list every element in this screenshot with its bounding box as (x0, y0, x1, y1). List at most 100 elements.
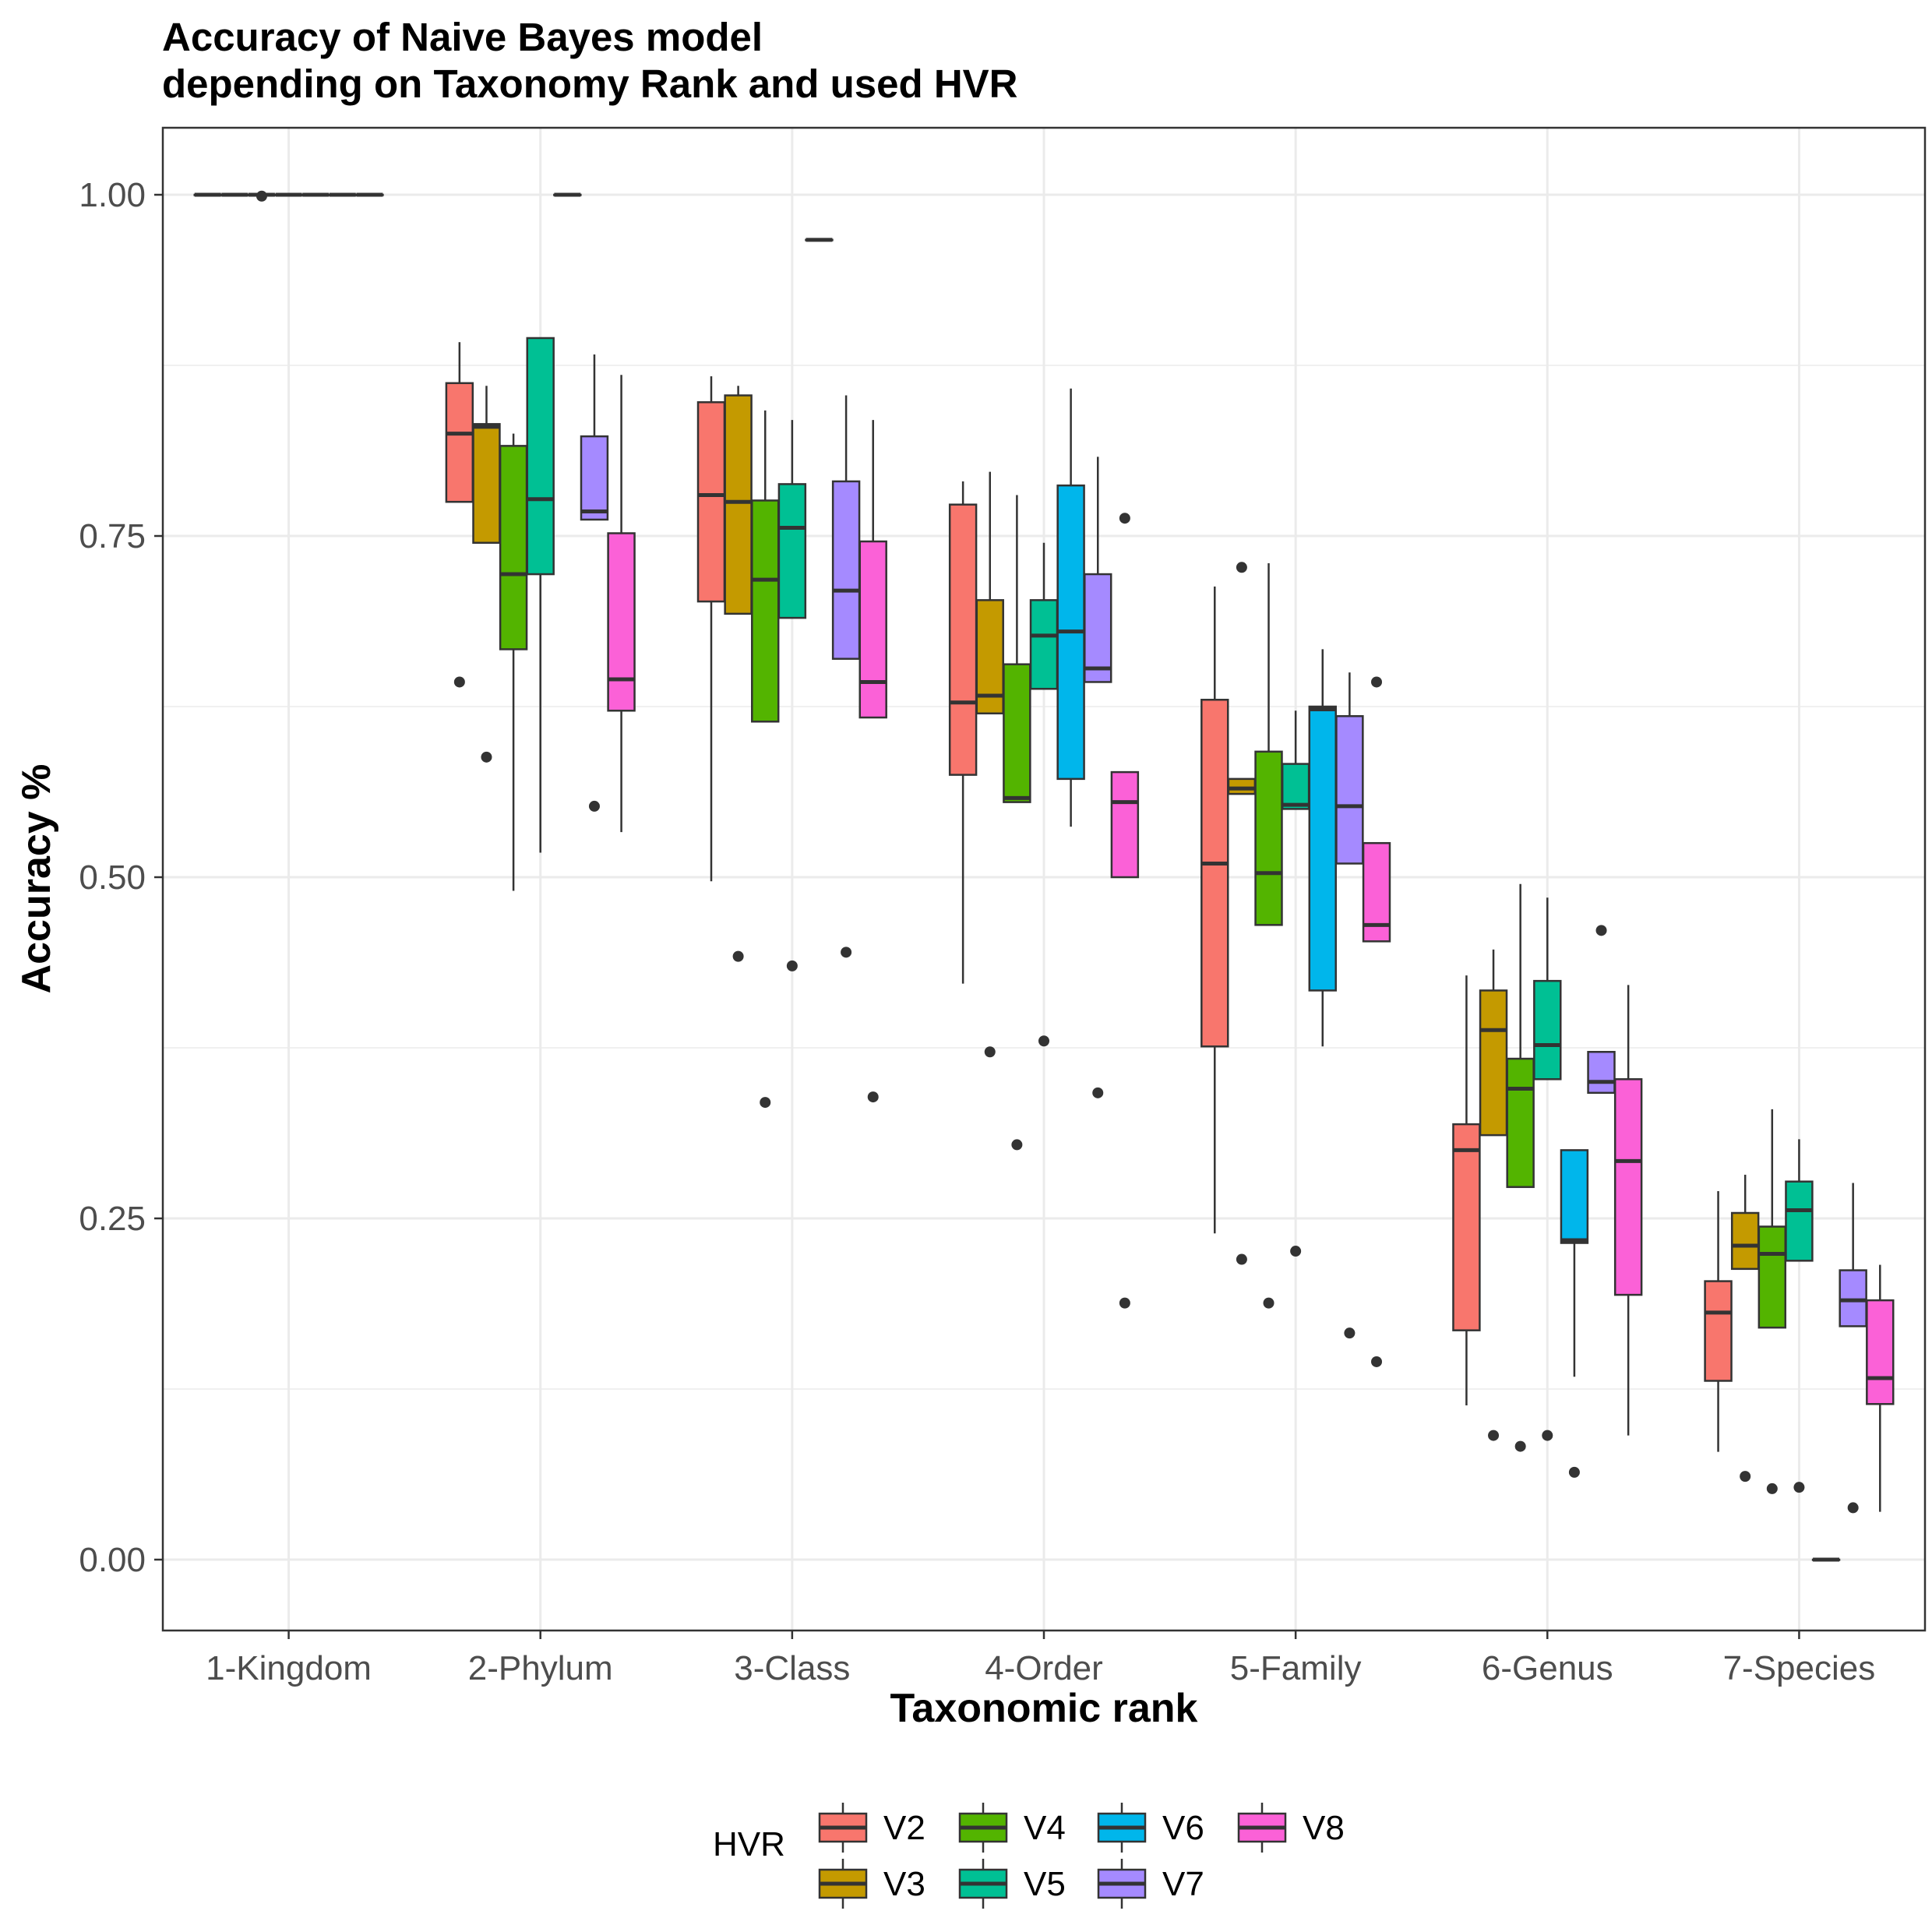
legend-label: V3 (883, 1865, 925, 1903)
box-body (1227, 777, 1257, 795)
x-tick-label: 6-Genus (1482, 1649, 1613, 1687)
x-axis: 1-Kingdom 2-Phylum 3-Class 4-Order 5-Family 6… (206, 1631, 1875, 1687)
box-v3-1 (220, 192, 249, 197)
legend-title: HVR (713, 1825, 785, 1863)
box-body (1506, 1057, 1535, 1188)
box-outlier (1119, 513, 1130, 524)
box-body (1785, 1180, 1814, 1262)
box-body (1757, 1225, 1787, 1329)
major-gridlines (163, 128, 1925, 1631)
legend-item-v6: V6 (1097, 1803, 1204, 1853)
box-outlier (1371, 676, 1383, 688)
legend-label: V7 (1162, 1865, 1204, 1903)
box-series (193, 190, 1895, 1562)
box-body (1587, 1051, 1616, 1095)
x-tick-label: 1-Kingdom (206, 1649, 372, 1687)
box-v5-3 (777, 420, 807, 971)
box-outlier (1847, 1502, 1859, 1514)
chart-title-line-2: depending on Taxonomy Rank and used HVR (162, 62, 1018, 106)
box-v2-1 (193, 192, 222, 197)
box-body (580, 435, 609, 521)
box-outlier (453, 676, 465, 688)
box-outlier (1344, 1327, 1356, 1339)
y-tick-label: 0.25 (79, 1200, 146, 1238)
box-body (1730, 1211, 1760, 1271)
box-body (1084, 573, 1112, 683)
box-body (1308, 705, 1337, 992)
box-v8-1 (355, 192, 384, 197)
box-outlier (984, 1046, 996, 1058)
legend-label: V2 (883, 1809, 925, 1847)
box-body (607, 532, 636, 712)
legend: HVR V2 V3 V4 V5 V6 V7 V8 (713, 1803, 1345, 1909)
y-axis-title: Accuracy % (14, 764, 59, 994)
box-body (499, 445, 528, 650)
box-body (445, 382, 474, 503)
legend-item-v7: V7 (1097, 1859, 1204, 1909)
box-body (1866, 1299, 1895, 1405)
box-v7-3 (831, 395, 861, 958)
box-body (1281, 763, 1310, 810)
box-v7-2 (580, 354, 609, 812)
box-v7-1 (328, 192, 358, 197)
box-v6-6 (1560, 1149, 1589, 1478)
box-body (472, 423, 501, 545)
y-tick-label: 0.50 (79, 858, 146, 897)
box-v8-5 (1362, 676, 1391, 1367)
box-outlier (588, 800, 600, 812)
legend-label: V8 (1303, 1809, 1345, 1847)
box-v7-5 (1335, 672, 1364, 1339)
box-v4-5 (1254, 563, 1283, 1309)
box-outlier (1038, 1035, 1049, 1047)
legend-item-v4: V4 (958, 1803, 1066, 1853)
legend-item-v2: V2 (818, 1803, 925, 1853)
box-v8-4 (1110, 513, 1140, 1309)
box-v6-5 (1308, 649, 1337, 1047)
legend-label: V4 (1024, 1809, 1066, 1847)
box-v5-6 (1533, 897, 1562, 1441)
x-tick-label: 2-Phylum (468, 1649, 613, 1687)
box-v3-7 (1730, 1174, 1760, 1482)
box-body (1704, 1280, 1733, 1382)
y-tick-label: 0.75 (79, 517, 146, 555)
box-outlier (1542, 1430, 1553, 1441)
box-body (1335, 715, 1364, 865)
box-outlier (1236, 1253, 1247, 1265)
y-tick-label: 1.00 (79, 176, 146, 214)
box-body (948, 503, 978, 776)
box-v5-7 (1785, 1139, 1814, 1493)
box-v6-1 (301, 192, 330, 197)
box-outlier (1011, 1139, 1023, 1151)
box-outlier (760, 1097, 771, 1109)
chart-title: Accuracy of Naive Bayes model depending … (162, 14, 1018, 108)
x-tick-label: 7-Species (1723, 1649, 1876, 1687)
box-outlier (732, 950, 744, 962)
box-outlier (1290, 1246, 1302, 1257)
box-body (1452, 1123, 1481, 1331)
box-outlier (1740, 1471, 1751, 1482)
box-v7-7 (1839, 1183, 1867, 1514)
box-outlier (1595, 925, 1607, 936)
box-v7-4 (1084, 457, 1112, 1098)
box-body (1613, 1078, 1643, 1296)
box-v5-2 (526, 337, 555, 853)
legend-item-v8: V8 (1237, 1803, 1345, 1853)
x-tick-label: 3-Class (734, 1649, 850, 1687)
chart-title-line-1: Accuracy of Naive Bayes model (162, 15, 763, 59)
box-v8-7 (1866, 1264, 1895, 1512)
box-body (1479, 989, 1508, 1137)
box-v2-5 (1200, 586, 1229, 1234)
box-v6-4 (1056, 388, 1085, 827)
box-outlier (1488, 1430, 1500, 1441)
box-body (526, 337, 555, 576)
box-outlier (867, 1091, 879, 1103)
box-outlier (1371, 1356, 1383, 1367)
box-v2-4 (948, 481, 978, 984)
box-outlier (1793, 1482, 1805, 1493)
box-body (1254, 750, 1283, 926)
box-outlier (1119, 1297, 1130, 1309)
box-body (858, 540, 887, 719)
box-outlier (1263, 1297, 1274, 1309)
box-body (1533, 979, 1562, 1081)
